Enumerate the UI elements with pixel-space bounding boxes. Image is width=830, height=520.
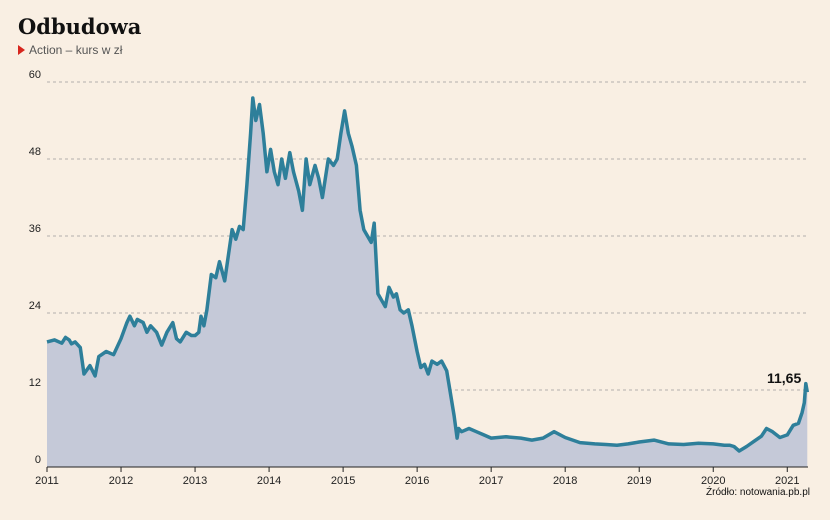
y-axis-ticks: 0 12 24 36 48 60 (29, 69, 41, 466)
x-axis-ticks: 2011 2012 2013 2014 2015 2016 2017 2018 2019 2020… (35, 467, 800, 487)
x-tick-label: 2017 (479, 475, 503, 487)
red-triangle-icon (18, 45, 25, 55)
y-tick-label: 60 (29, 69, 41, 81)
x-tick-label: 2012 (109, 475, 133, 487)
x-tick-label: 2014 (257, 475, 281, 487)
x-tick-label: 2011 (35, 475, 59, 487)
x-tick-label: 2020 (701, 475, 725, 487)
x-tick-label: 2013 (183, 475, 207, 487)
price-area (47, 98, 808, 467)
x-tick-label: 2019 (627, 475, 651, 487)
last-value-label: 11,65 (767, 370, 801, 386)
x-tick-label: 2016 (405, 475, 429, 487)
source-note: Źródło: notowania.pb.pl (706, 487, 810, 498)
chart-subtitle-text: Action – kurs w zł (29, 43, 123, 57)
chart-title: Odbudowa (18, 14, 142, 39)
y-tick-label: 24 (29, 300, 41, 312)
x-tick-label: 2015 (331, 475, 355, 487)
y-tick-label: 48 (29, 146, 41, 158)
price-line (46, 96, 810, 453)
y-tick-label: 0 (35, 454, 41, 466)
x-tick-label: 2018 (553, 475, 577, 487)
x-tick-label: 2021 (775, 475, 799, 487)
y-tick-label: 12 (29, 377, 41, 389)
chart-subtitle: Action – kurs w zł (18, 43, 122, 57)
y-tick-label: 36 (29, 223, 41, 235)
